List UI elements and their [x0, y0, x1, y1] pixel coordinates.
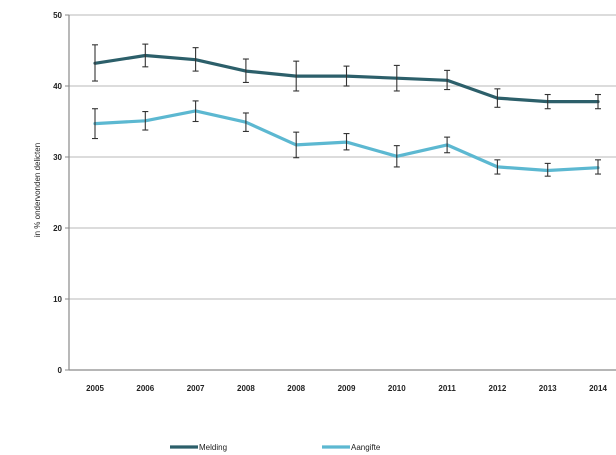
x-tick-label: 2007	[187, 384, 205, 393]
y-tick-label: 50	[53, 11, 62, 20]
y-tick-label: 0	[58, 366, 63, 375]
error-bar-aangifte	[92, 108, 98, 140]
axes	[65, 14, 616, 371]
error-bar-aangifte	[142, 111, 149, 131]
error-bar-aangifte	[544, 162, 551, 177]
error-bar-melding	[343, 65, 350, 87]
legend: Melding Aangifte	[170, 443, 381, 452]
x-tick-label: 2009	[338, 384, 356, 393]
y-axis-label: in % ondervonden delicten	[33, 143, 42, 237]
error-bar-aangifte	[494, 159, 501, 175]
legend-item-melding: Melding	[170, 443, 227, 452]
x-tick-label: 2008	[237, 384, 255, 393]
x-tick-label: 2008	[287, 384, 305, 393]
y-tick-label: 40	[53, 82, 62, 91]
error-bar-aangifte	[393, 145, 400, 168]
error-bar-aangifte	[595, 159, 601, 175]
error-bar-aangifte	[242, 112, 249, 132]
x-tick-label: 2011	[438, 384, 456, 393]
x-tick-label: 2005	[86, 384, 104, 393]
x-tick-label: 2012	[489, 384, 507, 393]
y-tick-label: 10	[53, 295, 62, 304]
x-tick-label: 2010	[388, 384, 406, 393]
error-bar-aangifte	[444, 136, 451, 154]
error-bar-melding	[595, 93, 601, 110]
legend-item-aangifte: Aangifte	[322, 443, 381, 452]
y-tick-label: 30	[53, 153, 62, 162]
y-tick-labels: 0 10 20 30 40 50	[53, 11, 62, 375]
error-bar-melding	[192, 47, 199, 72]
error-bar-melding	[242, 58, 249, 83]
error-bars	[92, 43, 601, 177]
x-tick-label: 2013	[539, 384, 557, 393]
error-bar-aangifte	[192, 100, 199, 123]
gridlines	[69, 14, 616, 300]
legend-label: Aangifte	[351, 443, 381, 452]
x-tick-label: 2006	[136, 384, 154, 393]
error-bar-melding	[393, 64, 400, 92]
error-bar-melding	[444, 69, 451, 91]
error-bar-melding	[92, 44, 98, 82]
x-tick-labels: 2005 2006 2007 2008 2008 2009 2010 2011 2012 2013…	[86, 384, 607, 393]
legend-label: Melding	[199, 443, 227, 452]
error-bar-aangifte	[343, 133, 350, 151]
error-bar-melding	[142, 43, 149, 68]
error-bar-melding	[293, 60, 300, 92]
x-tick-label: 2014	[589, 384, 607, 393]
y-tick-label: 20	[53, 224, 62, 233]
error-bar-melding	[494, 88, 501, 108]
error-bar-melding	[544, 93, 551, 110]
error-bar-aangifte	[293, 131, 300, 159]
